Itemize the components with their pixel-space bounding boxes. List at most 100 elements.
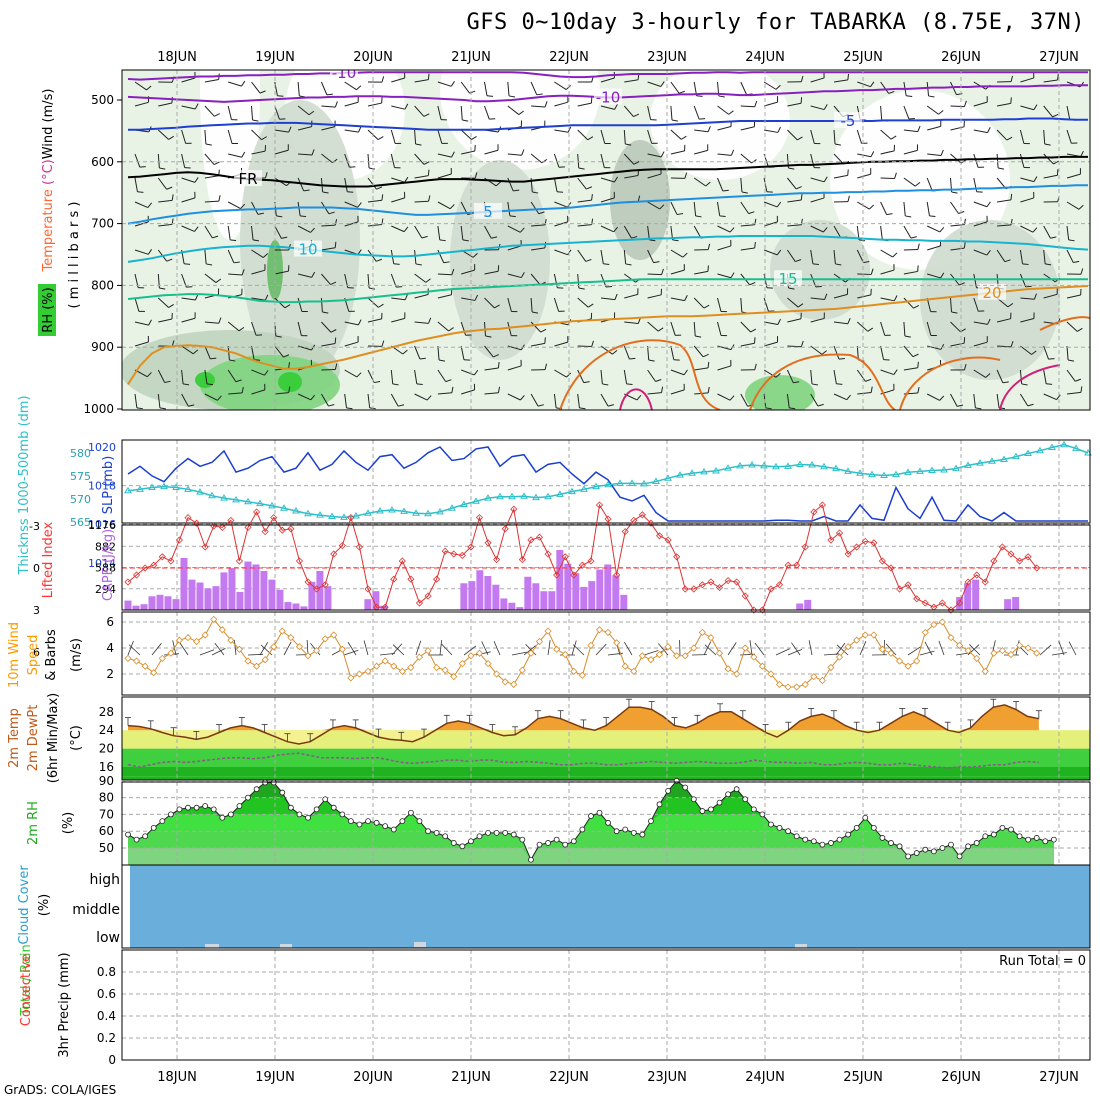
wind-barb-flag bbox=[451, 268, 455, 275]
wind-barb-flag bbox=[428, 317, 432, 324]
wind-barb-flag bbox=[159, 167, 166, 170]
lifted-index-point bbox=[458, 551, 466, 559]
lifted-index-point bbox=[184, 514, 192, 522]
wind-barb bbox=[577, 199, 592, 203]
rh-point bbox=[142, 833, 149, 840]
wind-barb bbox=[880, 129, 892, 140]
wind-barb-flag bbox=[334, 337, 337, 344]
y-tick-label: 500 bbox=[91, 93, 114, 107]
wind-barb bbox=[950, 321, 961, 333]
wind-barb-flag bbox=[194, 226, 199, 232]
wind-barb-flag bbox=[1080, 150, 1084, 157]
temperature-contour bbox=[127, 235, 1089, 263]
wind-barb bbox=[973, 321, 988, 325]
wind-barb-flag bbox=[423, 113, 430, 117]
wind-barb-flag bbox=[328, 211, 335, 215]
wind-speed-point bbox=[218, 626, 226, 634]
wind-speed-point bbox=[158, 654, 166, 662]
rh-point bbox=[236, 803, 243, 809]
rh-point bbox=[913, 850, 920, 856]
wind-barb bbox=[554, 129, 569, 133]
wind-barb-flag bbox=[648, 359, 655, 362]
wind-barb bbox=[134, 341, 149, 347]
wind-barb-flag bbox=[532, 191, 539, 194]
cape-bar bbox=[148, 596, 156, 610]
wind-barb bbox=[461, 389, 475, 395]
wind-barb bbox=[1043, 174, 1058, 179]
lifted-index-point bbox=[853, 543, 861, 551]
rh-legend-swatch bbox=[38, 284, 56, 336]
wind-barb bbox=[151, 643, 162, 656]
wind-speed-point bbox=[775, 680, 784, 688]
wind-speed-point bbox=[707, 634, 715, 642]
wind-barb bbox=[717, 273, 732, 279]
axis-label: 2m Temp bbox=[7, 708, 22, 768]
wind-barb bbox=[157, 393, 161, 408]
wind-barb bbox=[391, 105, 406, 110]
wind-barb bbox=[553, 153, 560, 168]
date-label-bottom: 18JUN bbox=[157, 1070, 197, 1085]
wind-barb-flag bbox=[775, 372, 781, 378]
wind-barb bbox=[903, 129, 918, 133]
temp-band bbox=[122, 748, 1090, 767]
wind-barb bbox=[833, 225, 842, 239]
temp-frame bbox=[121, 696, 1091, 781]
wind-barb bbox=[694, 367, 709, 371]
thickness-point bbox=[568, 487, 576, 495]
lifted-index-point bbox=[424, 592, 432, 600]
thickness-point bbox=[520, 492, 528, 499]
wind-barb bbox=[577, 129, 589, 141]
wind-barb bbox=[134, 101, 149, 107]
wind-speed-point bbox=[973, 654, 981, 662]
lifted-index-point bbox=[364, 585, 372, 593]
rh-point bbox=[939, 845, 946, 851]
wind-barb-flag bbox=[448, 327, 454, 332]
date-label-bottom: 25JUN bbox=[843, 1070, 883, 1085]
rh-point bbox=[570, 838, 577, 845]
wind-barb-flag bbox=[486, 95, 494, 97]
wind-barb-flag bbox=[1096, 214, 1100, 215]
wind-barb-flag bbox=[613, 176, 619, 183]
wind-barb-flag bbox=[681, 135, 687, 140]
rh-tick-label: 90 bbox=[99, 774, 114, 788]
wind-barb bbox=[530, 393, 539, 407]
wind-barb bbox=[507, 105, 520, 115]
wind-barb-flag bbox=[1010, 193, 1013, 200]
wind-barb-flag bbox=[730, 149, 735, 156]
lifted-index-point bbox=[630, 516, 638, 524]
wind-barb bbox=[251, 81, 261, 94]
wind-barb bbox=[1019, 153, 1025, 168]
wind-barb bbox=[204, 369, 208, 384]
wind-barb-flag bbox=[797, 136, 803, 141]
thickness-point bbox=[208, 491, 216, 499]
rh-point bbox=[888, 840, 894, 846]
wind-barb-flag bbox=[1022, 263, 1029, 266]
rh-point bbox=[990, 831, 997, 838]
thickness-point bbox=[388, 506, 396, 513]
wind-barb bbox=[973, 249, 988, 256]
lifted-index-point bbox=[673, 553, 681, 561]
wind-barb bbox=[926, 201, 930, 216]
wind-speed-point bbox=[244, 657, 252, 665]
wind-barb-flag bbox=[471, 135, 477, 140]
wind-barb bbox=[1020, 177, 1035, 183]
wind-barb bbox=[320, 393, 329, 407]
wind-speed-point bbox=[355, 670, 364, 678]
wind-barb bbox=[903, 201, 906, 216]
wind-barb-flag bbox=[358, 126, 362, 133]
wind-barb-flag bbox=[1004, 259, 1011, 263]
wind-barb bbox=[623, 249, 627, 264]
wind-speed-point bbox=[381, 657, 389, 665]
cape-bar bbox=[620, 594, 628, 610]
rh-point bbox=[305, 814, 311, 821]
wind-barb bbox=[647, 321, 659, 332]
wind-barb bbox=[297, 273, 312, 278]
lifted-index-point bbox=[544, 550, 552, 558]
temperature-contour-warm bbox=[619, 388, 653, 410]
wind-barb-flag bbox=[928, 95, 935, 98]
wind-barb-flag bbox=[146, 85, 152, 91]
lifted-index-point bbox=[201, 543, 209, 551]
wind-barb bbox=[810, 105, 825, 111]
wind-speed-point bbox=[313, 647, 321, 655]
wind-barb bbox=[926, 105, 939, 115]
